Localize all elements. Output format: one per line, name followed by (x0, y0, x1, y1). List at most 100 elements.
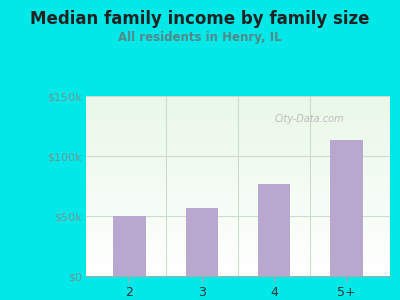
Bar (86, 121, 390, 123)
Bar (86, 211, 390, 213)
Bar (86, 200, 390, 202)
Bar (86, 191, 390, 193)
Bar (86, 208, 390, 209)
Bar (86, 168, 390, 170)
Bar (86, 245, 390, 247)
Bar (86, 204, 390, 206)
Bar (86, 186, 390, 188)
Bar (86, 249, 390, 251)
Bar (86, 123, 390, 125)
Bar (86, 170, 390, 172)
Bar (86, 161, 390, 163)
Bar (86, 172, 390, 173)
Bar (86, 258, 390, 260)
Bar (86, 188, 390, 190)
Bar (86, 143, 390, 145)
Bar (86, 112, 390, 114)
Bar (86, 195, 390, 197)
Bar (86, 100, 390, 101)
Bar (86, 119, 390, 121)
Bar (86, 130, 390, 132)
Bar (86, 220, 390, 222)
Bar (86, 109, 390, 110)
Bar (86, 206, 390, 208)
Bar (86, 213, 390, 215)
Bar (86, 132, 390, 134)
Bar (86, 260, 390, 262)
Bar (86, 173, 390, 175)
Bar (86, 103, 390, 105)
Bar (86, 197, 390, 199)
Bar (86, 253, 390, 254)
Bar (86, 96, 390, 98)
Bar (86, 267, 390, 269)
Bar (86, 227, 390, 229)
Bar (330, 140, 363, 276)
Bar (86, 163, 390, 164)
Bar (86, 127, 390, 128)
Bar (86, 134, 390, 136)
Bar (86, 238, 390, 240)
Text: Median family income by family size: Median family income by family size (30, 11, 370, 28)
Bar (86, 114, 390, 116)
Bar (86, 215, 390, 217)
Bar (86, 224, 390, 226)
Bar (86, 182, 390, 184)
Bar (86, 262, 390, 263)
Bar (86, 193, 390, 195)
Bar (86, 105, 390, 107)
Bar (86, 118, 390, 119)
Bar (86, 152, 390, 154)
Bar (113, 216, 146, 276)
Bar (86, 137, 390, 139)
Bar (86, 148, 390, 150)
Bar (86, 271, 390, 272)
Bar (86, 110, 390, 112)
Bar (86, 256, 390, 258)
Bar (86, 136, 390, 137)
Text: City-Data.com: City-Data.com (274, 114, 344, 124)
Bar (86, 235, 390, 236)
Bar (86, 226, 390, 227)
Bar (86, 202, 390, 204)
Bar (86, 217, 390, 218)
Bar (86, 265, 390, 267)
Bar (86, 240, 390, 242)
Bar (86, 263, 390, 265)
Bar (86, 222, 390, 224)
Bar (86, 251, 390, 253)
Bar (86, 229, 390, 231)
Bar (86, 233, 390, 235)
Bar (86, 231, 390, 233)
Bar (186, 208, 218, 276)
Bar (86, 269, 390, 271)
Bar (86, 254, 390, 256)
Bar (86, 107, 390, 109)
Bar (86, 242, 390, 244)
Bar (86, 101, 390, 103)
Bar (86, 98, 390, 100)
Bar (86, 272, 390, 274)
Bar (86, 177, 390, 179)
Bar (86, 164, 390, 166)
Bar (86, 157, 390, 159)
Bar (86, 145, 390, 146)
Bar (86, 179, 390, 181)
Bar (86, 116, 390, 118)
Bar (86, 125, 390, 127)
Bar (86, 244, 390, 245)
Bar (86, 155, 390, 157)
Bar (86, 159, 390, 161)
Text: All residents in Henry, IL: All residents in Henry, IL (118, 32, 282, 44)
Bar (258, 184, 290, 276)
Bar (86, 154, 390, 155)
Bar (86, 209, 390, 211)
Bar (86, 274, 390, 276)
Bar (86, 236, 390, 238)
Bar (86, 141, 390, 143)
Bar (86, 175, 390, 177)
Bar (86, 190, 390, 191)
Bar (86, 146, 390, 148)
Bar (86, 139, 390, 141)
Bar (86, 166, 390, 168)
